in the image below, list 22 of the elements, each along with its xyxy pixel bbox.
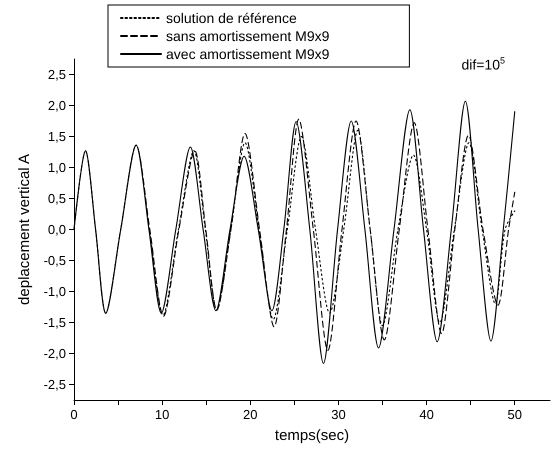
legend-label: solution de référence bbox=[166, 10, 297, 26]
y-tick-label: 2,5 bbox=[48, 67, 66, 82]
legend-label: avec amortissement M9x9 bbox=[166, 46, 330, 62]
legend-label: sans amortissement M9x9 bbox=[166, 28, 330, 44]
y-tick-label: -0,5 bbox=[44, 253, 66, 268]
y-tick-label: 0,0 bbox=[48, 222, 66, 237]
x-axis-title: temps(sec) bbox=[274, 427, 350, 444]
y-tick-label: 1,5 bbox=[48, 129, 66, 144]
y-tick-label: -2,0 bbox=[44, 346, 66, 361]
x-tick-label: 10 bbox=[154, 407, 170, 422]
x-tick-label: 0 bbox=[70, 407, 78, 422]
x-tick-label: 30 bbox=[331, 407, 346, 422]
y-tick-label: 1,0 bbox=[48, 160, 66, 175]
y-tick-label: -1,0 bbox=[44, 284, 66, 299]
y-tick-label: -2,5 bbox=[44, 377, 66, 392]
y-axis-title: deplacement vertical A bbox=[16, 154, 33, 305]
y-tick-label: 0,5 bbox=[48, 191, 66, 206]
x-tick-label: 40 bbox=[419, 407, 434, 422]
y-tick-label: 2,0 bbox=[48, 98, 66, 113]
x-tick-label: 50 bbox=[508, 407, 522, 422]
x-tick-label: 20 bbox=[243, 407, 258, 422]
y-tick-label: -1,5 bbox=[44, 315, 66, 330]
